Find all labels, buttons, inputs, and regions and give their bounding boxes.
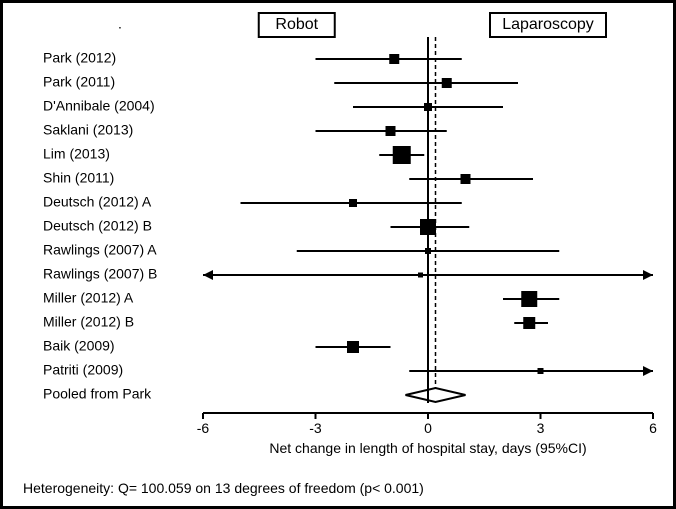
pooled-diamond [406, 388, 466, 402]
study-marker [393, 146, 411, 164]
study-label: Shin (2011) [43, 170, 114, 186]
study-marker [418, 273, 423, 278]
study-marker [523, 317, 535, 329]
x-tick-label: 0 [424, 420, 432, 436]
study-label: Saklani (2013) [43, 122, 133, 138]
study-marker [347, 341, 359, 353]
x-tick-label: -6 [197, 420, 210, 436]
study-label: Park (2012) [43, 50, 116, 66]
study-label: Rawlings (2007) B [43, 266, 157, 282]
study-marker [349, 199, 357, 207]
study-marker [389, 54, 399, 64]
study-label: Lim (2013) [43, 146, 110, 162]
study-marker [386, 126, 396, 136]
x-tick-label: 3 [537, 420, 545, 436]
study-label: Deutsch (2012) B [43, 218, 152, 234]
study-label: Miller (2012) B [43, 314, 134, 330]
study-label: Deutsch (2012) A [43, 194, 152, 210]
study-label: Miller (2012) A [43, 290, 134, 306]
study-label: D'Annibale (2004) [43, 98, 155, 114]
study-label: Patriti (2009) [43, 362, 123, 378]
forest-plot: Robot Laparoscopy. Park (2012) Park (2011) D… [3, 3, 673, 506]
pooled-label: Pooled from Park [43, 386, 152, 402]
study-label: Park (2011) [43, 74, 115, 90]
heterogeneity-text: Heterogeneity: Q= 100.059 on 13 degrees … [23, 480, 424, 496]
study-marker [538, 368, 544, 374]
arrow-right-icon [643, 270, 653, 280]
study-marker [521, 291, 537, 307]
arrow-right-icon [643, 366, 653, 376]
study-label: Baik (2009) [43, 338, 115, 354]
decorative-dot: . [118, 16, 122, 32]
header-right-label: Laparoscopy [502, 16, 594, 33]
x-tick-label: 6 [649, 420, 657, 436]
x-tick-label: -3 [309, 420, 322, 436]
study-label: Rawlings (2007) A [43, 242, 157, 258]
study-marker [442, 78, 452, 88]
study-marker [461, 174, 471, 184]
x-axis-label: Net change in length of hospital stay, d… [269, 440, 586, 456]
chart-frame: Robot Laparoscopy. Park (2012) Park (2011) D… [0, 0, 676, 509]
header-left-label: Robot [275, 16, 318, 33]
arrow-left-icon [203, 270, 213, 280]
